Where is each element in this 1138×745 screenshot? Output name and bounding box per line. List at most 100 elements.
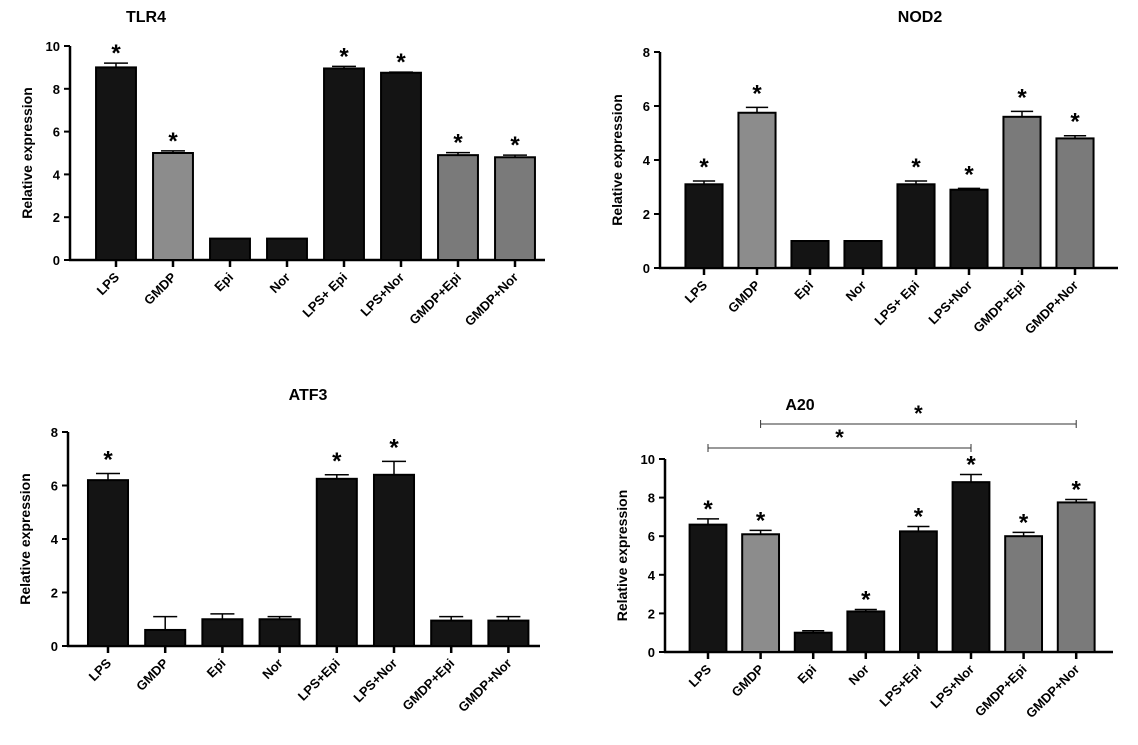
y-tick-label: 8: [53, 82, 60, 97]
y-tick-label: 10: [641, 452, 655, 467]
significance-star: *: [1019, 509, 1029, 536]
significance-star: *: [1072, 477, 1082, 504]
bar-GMDP+Epi: [1002, 115, 1042, 269]
y-tick-label: 6: [643, 99, 650, 114]
bar-Epi: [209, 237, 251, 262]
y-tick-label: 4: [648, 568, 656, 583]
significance-star: *: [453, 130, 463, 157]
significance-star: *: [756, 507, 766, 534]
y-tick-label: 4: [53, 167, 61, 182]
bar-GMDP+Epi: [1004, 535, 1044, 654]
bar-LPS: [95, 66, 137, 262]
bar-Nor: [846, 610, 886, 653]
chart-panel-nod2: NOD2 0 2 4 6 8 Relative expression * LPS * GMDP Epi…: [609, 9, 1118, 337]
x-tick-label: LPS+Epi: [876, 662, 924, 710]
bar-GMDP+Epi: [437, 154, 479, 261]
bar-LPS+Nor: [380, 71, 422, 261]
significance-star: *: [396, 49, 406, 76]
bar-GMDP: [741, 533, 781, 654]
x-tick-label: Nor: [843, 278, 869, 304]
bar-Epi: [201, 618, 244, 647]
bar-GMDP: [737, 111, 777, 269]
bar-LPS: [684, 183, 724, 269]
bar-LPS+Nor: [949, 188, 989, 269]
x-tick-label: Nor: [267, 270, 293, 296]
y-axis-label: Relative expression: [609, 94, 625, 226]
significance-star: *: [389, 434, 399, 461]
chart-title: TLR4: [126, 9, 166, 26]
y-tick-label: 0: [648, 645, 655, 660]
x-tick-label: GMDP: [133, 655, 171, 693]
significance-star: *: [510, 132, 520, 159]
significance-star: *: [339, 43, 349, 70]
significance-star: *: [103, 446, 113, 473]
x-tick-label: LPS: [94, 269, 123, 298]
x-tick-label: GMDP: [729, 661, 767, 699]
bar-LPS+Epi: [315, 477, 358, 647]
y-tick-label: 4: [643, 153, 651, 168]
bar-GMDP+Nor: [494, 156, 536, 261]
bar-GMDP+Epi: [430, 619, 473, 648]
y-tick-label: 0: [51, 639, 58, 654]
y-tick-label: 6: [53, 125, 60, 140]
bar-LPS: [688, 523, 728, 653]
y-tick-label: 2: [648, 606, 655, 621]
y-tick-label: 8: [51, 425, 58, 440]
x-tick-label: GMDP+Nor: [455, 656, 514, 715]
bar-GMDP: [152, 152, 194, 261]
x-tick-label: LPS+Nor: [350, 656, 400, 706]
x-tick-label: Nor: [845, 662, 871, 688]
chart-panel-a20: A20 0 2 4 6 8 10 Relative expression * LPS * GMDP Ep…: [614, 397, 1113, 721]
x-tick-label: Epi: [211, 270, 236, 295]
bar-LPS+Nor: [372, 473, 416, 647]
bar-LPS+ Epi: [896, 183, 936, 269]
x-tick-label: GMDP+Nor: [1022, 278, 1081, 337]
bar-Epi: [793, 631, 833, 654]
bar-Nor: [266, 237, 308, 262]
x-tick-label: GMDP+Epi: [399, 656, 457, 714]
bar-GMDP+Nor: [487, 619, 530, 648]
bracket-star: *: [835, 425, 844, 450]
significance-star: *: [168, 128, 178, 155]
x-tick-label: GMDP+Epi: [970, 278, 1028, 336]
x-tick-label: LPS+ Epi: [299, 270, 350, 321]
y-tick-label: 2: [53, 210, 60, 225]
significance-star: *: [332, 448, 342, 475]
significance-star: *: [911, 154, 921, 181]
x-tick-label: GMDP: [725, 277, 763, 315]
x-tick-label: LPS+Epi: [295, 656, 343, 704]
chart-panel-atf3: ATF3 0 2 4 6 8 Relative expression * LPS GMDP Epi N…: [17, 387, 540, 715]
y-axis-label: Relative expression: [19, 87, 35, 219]
significance-star: *: [966, 451, 976, 478]
significance-star: *: [914, 504, 924, 531]
significance-star: *: [111, 40, 121, 67]
bar-GMDP: [144, 628, 187, 648]
x-tick-label: LPS+Nor: [357, 270, 407, 320]
y-tick-label: 6: [648, 529, 655, 544]
significance-star: *: [861, 587, 871, 614]
x-tick-label: LPS+Nor: [927, 662, 977, 712]
significance-star: *: [1070, 109, 1080, 136]
bar-LPS: [86, 479, 130, 647]
x-tick-label: LPS+ Epi: [871, 278, 922, 329]
x-tick-label: Epi: [791, 278, 816, 303]
x-tick-label: Epi: [794, 662, 819, 687]
x-tick-label: GMDP+Nor: [462, 270, 521, 329]
bar-Nor: [258, 618, 301, 647]
x-tick-label: GMDP+Nor: [1023, 662, 1082, 721]
y-axis-label: Relative expression: [614, 490, 630, 622]
chart-title: NOD2: [898, 9, 943, 26]
significance-star: *: [752, 80, 762, 107]
y-tick-label: 2: [51, 586, 58, 601]
y-tick-label: 0: [53, 253, 60, 268]
chart-panel-tlr4: TLR4 0 2 4 6 8 10 Relative expression * LPS * GMDP E…: [19, 9, 545, 329]
significance-star: *: [699, 154, 709, 181]
bracket-star: *: [914, 401, 923, 426]
y-tick-label: 2: [643, 207, 650, 222]
bar-LPS+Nor: [951, 481, 991, 653]
bar-GMDP+Nor: [1056, 501, 1096, 653]
bar-LPS+Epi: [898, 530, 938, 653]
significance-star: *: [703, 496, 713, 523]
chart-title: A20: [785, 397, 814, 414]
